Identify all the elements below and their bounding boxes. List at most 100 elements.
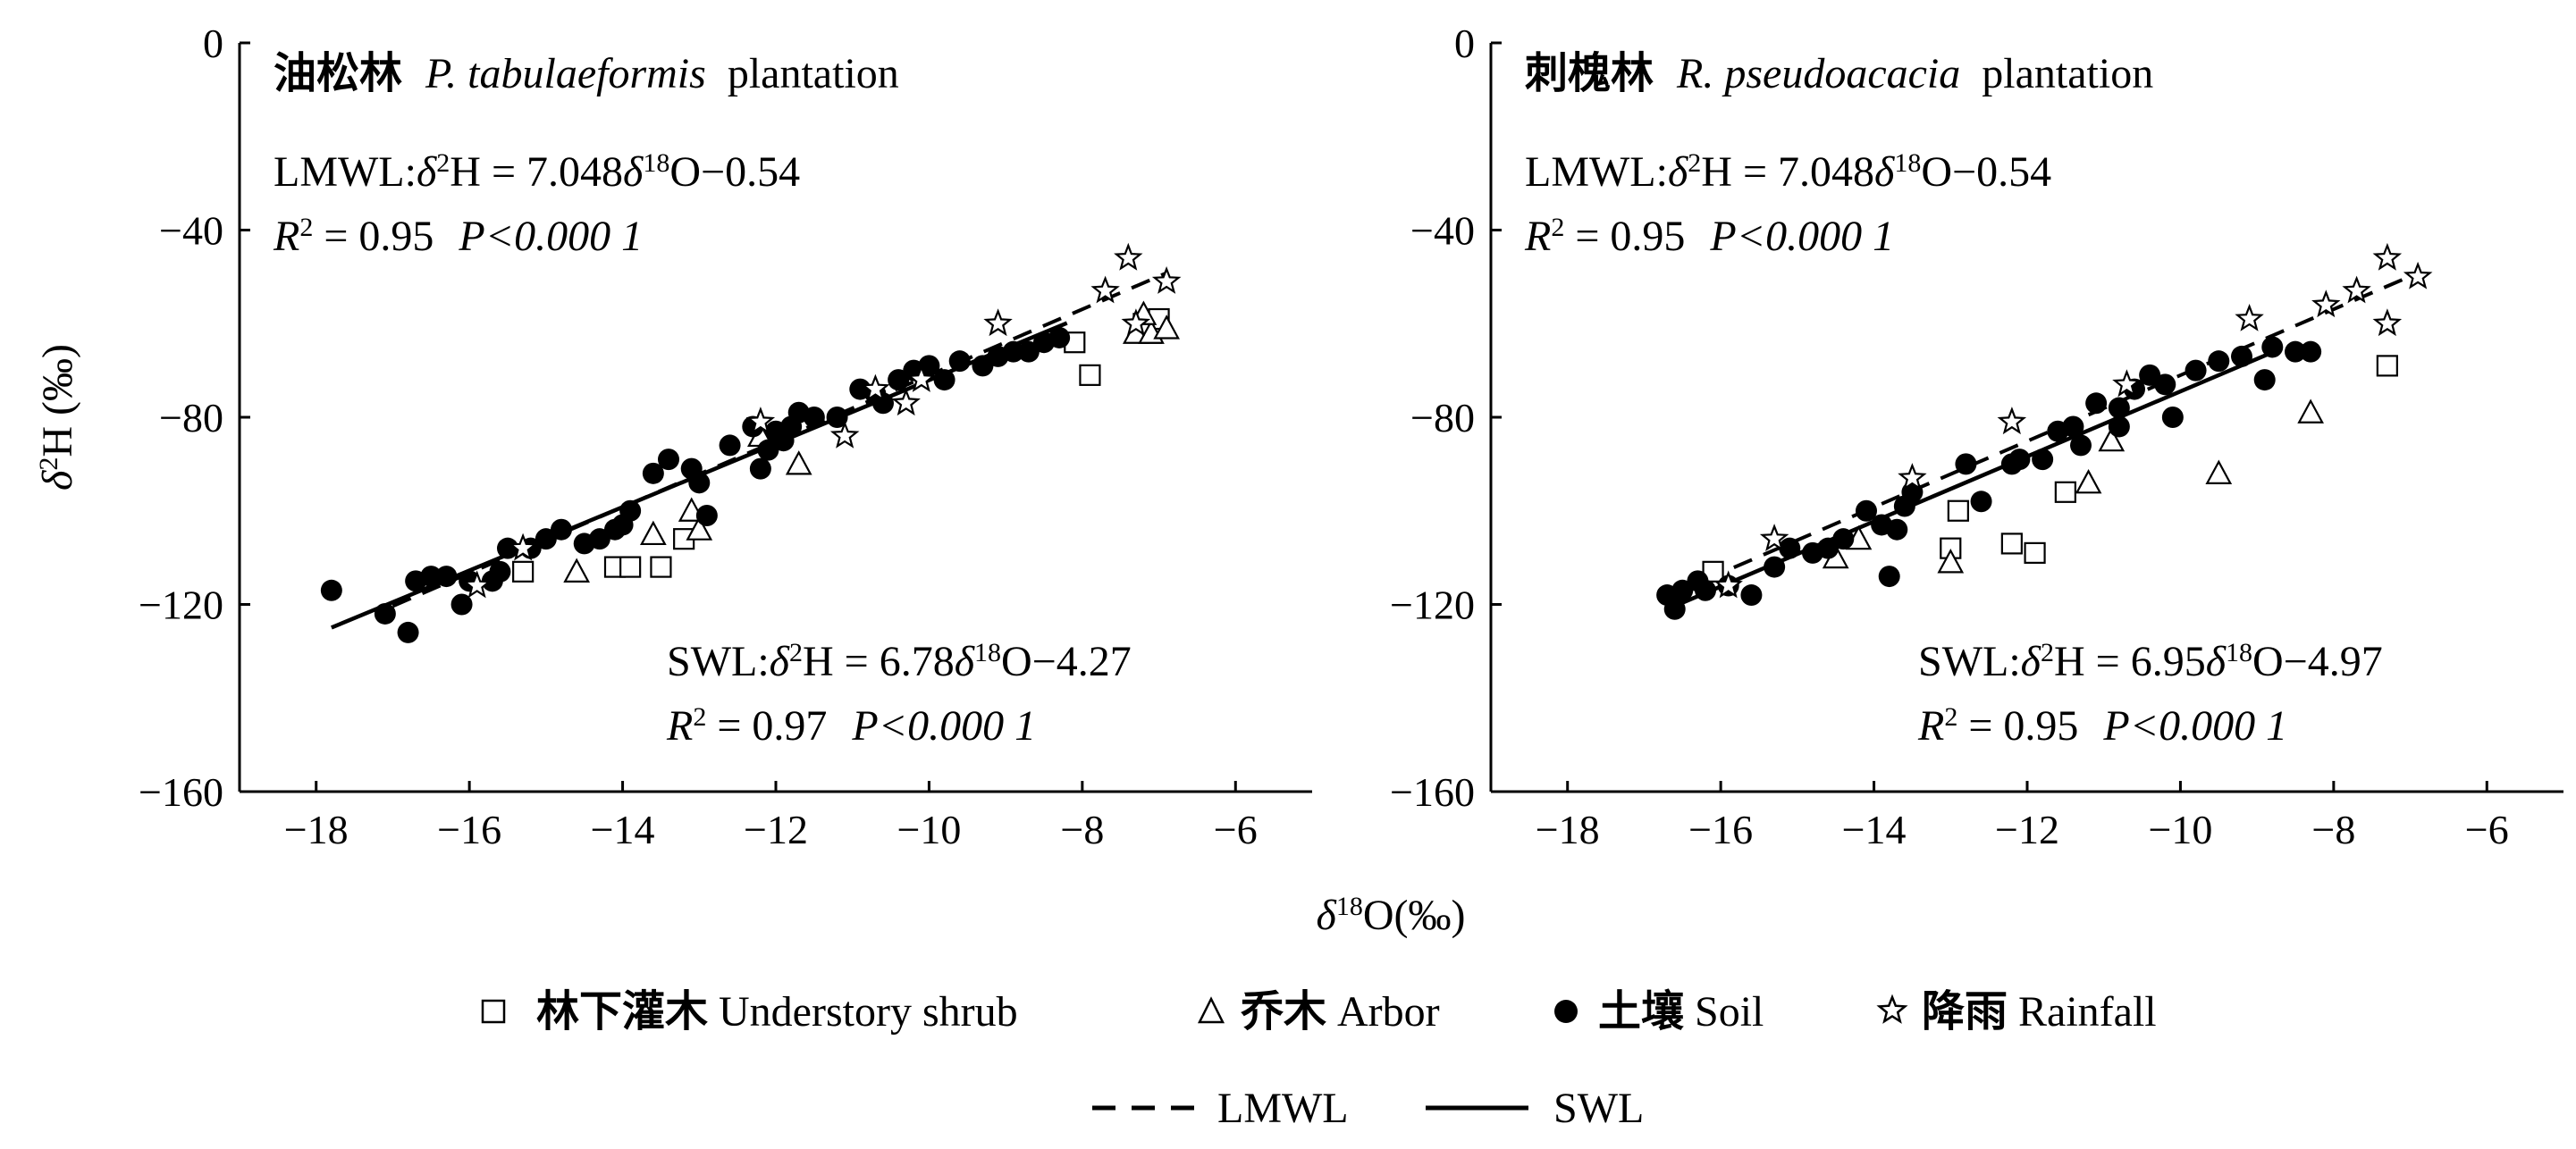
legend-item-swl: SWL bbox=[1426, 1085, 1644, 1132]
soil-point bbox=[320, 579, 342, 601]
soil-point bbox=[2062, 415, 2084, 438]
arbor-point bbox=[2297, 398, 2324, 424]
soil-point bbox=[1779, 537, 1801, 559]
x-tick-label: −18 bbox=[1536, 807, 1600, 852]
y-tick-label: −160 bbox=[139, 769, 223, 815]
y-tick-label: −120 bbox=[139, 583, 223, 628]
x-tick-label: −14 bbox=[591, 807, 655, 852]
soil-point bbox=[450, 593, 473, 616]
arbor-point bbox=[686, 516, 713, 541]
soil-point bbox=[1856, 499, 1877, 522]
rainfall-point bbox=[1759, 524, 1789, 551]
legend-shrub-en: Understory shrub bbox=[719, 988, 1018, 1036]
y-tick-label: −40 bbox=[159, 208, 223, 254]
y-tick-label: 0 bbox=[203, 21, 223, 66]
x-tick-label: −12 bbox=[1995, 807, 2059, 852]
shrub-point bbox=[2024, 541, 2046, 564]
x-tick-label: −14 bbox=[1842, 807, 1907, 852]
soil-point bbox=[1740, 584, 1763, 607]
soil-point bbox=[497, 537, 518, 559]
legend: 林下灌木 Understory shrub 乔木 Arbor 土壤 Soil 降雨 Ra… bbox=[481, 988, 2157, 1132]
legend-circle-marker bbox=[1554, 1000, 1578, 1023]
panel-title-rest: plantation bbox=[728, 50, 899, 97]
soil-point bbox=[551, 518, 572, 541]
legend-rainfall-en: Rainfall bbox=[2018, 988, 2157, 1036]
rainfall-point bbox=[1151, 266, 1182, 294]
x-tick-label: −16 bbox=[437, 807, 501, 852]
soil-point bbox=[2108, 415, 2130, 438]
rainfall-point bbox=[891, 388, 921, 416]
y-axis-label: δ2H (‰) bbox=[34, 344, 82, 491]
soil-point bbox=[535, 528, 557, 550]
rainfall-point bbox=[2112, 369, 2142, 398]
y-tick-label: −80 bbox=[159, 395, 223, 440]
x-tick-label: −8 bbox=[2311, 807, 2355, 852]
legend-item-lmwl: LMWL bbox=[1092, 1085, 1349, 1132]
x-axis-label: δ18O(‰) bbox=[1317, 892, 1466, 940]
soil-point bbox=[1878, 566, 1900, 588]
soil-point bbox=[2285, 340, 2306, 363]
soil-point bbox=[1817, 537, 1839, 559]
soil-point bbox=[872, 392, 894, 415]
arbor-point bbox=[1153, 315, 1180, 340]
soil-point bbox=[826, 407, 848, 428]
lmwl-equation: LMWL:δ2H = 7.048δ18O−0.54 bbox=[274, 148, 800, 197]
y-tick-label: −120 bbox=[1390, 583, 1475, 628]
soil-point bbox=[1663, 598, 1686, 620]
panel-title-rest: plantation bbox=[1982, 50, 2153, 97]
swl-stats: R2 = 0.95 P<0.000 1 bbox=[1917, 702, 2287, 751]
soil-point bbox=[1970, 491, 1992, 513]
soil-point bbox=[2070, 434, 2092, 457]
legend-item-shrub: 林下灌木 Understory shrub bbox=[481, 988, 1018, 1036]
rainfall-point bbox=[829, 420, 860, 449]
legend-soil-en: Soil bbox=[1695, 988, 1764, 1036]
rainfall-point bbox=[508, 533, 538, 561]
legend-soil-zh: 土壤 bbox=[1598, 988, 1684, 1036]
lmwl-stats: R2 = 0.95 P<0.000 1 bbox=[273, 213, 643, 261]
soil-point bbox=[1955, 453, 1977, 475]
legend-arbor-en: Arbor bbox=[1337, 988, 1440, 1036]
soil-point bbox=[2008, 449, 2031, 471]
soil-point bbox=[1671, 579, 1694, 601]
rainfall-point bbox=[1114, 242, 1143, 271]
rainfall-point bbox=[906, 365, 937, 392]
lmwl-stats: R2 = 0.95 P<0.000 1 bbox=[1524, 213, 1894, 261]
lmwl-line bbox=[1673, 271, 2419, 595]
y-tick-label: −80 bbox=[1410, 395, 1475, 440]
soil-point bbox=[1002, 340, 1024, 363]
legend-item-rainfall: 降雨 Rainfall bbox=[1876, 988, 2157, 1036]
legend-square-marker bbox=[481, 999, 506, 1024]
x-tick-label: −18 bbox=[284, 807, 349, 852]
shrub-point bbox=[1079, 364, 1101, 386]
panel-title: 刺槐林 R. pseudoacacia plantation bbox=[1525, 50, 2153, 97]
arbor-point bbox=[1937, 549, 1965, 574]
shrub-point bbox=[1702, 560, 1724, 583]
shrub-point bbox=[512, 560, 535, 583]
panel-title-species: P. tabulaeformis bbox=[425, 50, 706, 97]
soil-point bbox=[803, 407, 825, 428]
soil-point bbox=[1695, 579, 1716, 601]
soil-point bbox=[2261, 336, 2284, 358]
soil-point bbox=[1048, 326, 1071, 348]
soil-point bbox=[2139, 364, 2161, 386]
soil-point bbox=[2231, 345, 2252, 367]
rainfall-point bbox=[2372, 242, 2403, 271]
data-points bbox=[320, 242, 1182, 643]
soil-point bbox=[1886, 518, 1908, 541]
soil-point bbox=[2154, 373, 2176, 396]
shrub-point bbox=[1947, 499, 1969, 522]
panel-title-zh: 刺槐林 bbox=[1525, 50, 1654, 97]
shrub-point bbox=[619, 556, 642, 578]
lmwl-equation: LMWL:δ2H = 7.048δ18O−0.54 bbox=[1525, 148, 2051, 197]
legend-star-marker bbox=[1876, 994, 1908, 1024]
legend-item-soil: 土壤 Soil bbox=[1554, 988, 1764, 1036]
swl-equation: SWL:δ2H = 6.95δ18O−4.97 bbox=[1918, 638, 2383, 686]
legend-lmwl-label: LMWL bbox=[1217, 1085, 1349, 1132]
soil-point bbox=[489, 560, 511, 583]
soil-point bbox=[1764, 556, 1786, 578]
soil-point bbox=[972, 355, 994, 377]
chart-panel-pine: −18 −16 −14 −12 −10 −8 −6 0 −40 −80 −120 −160 油松林 P… bbox=[139, 21, 1312, 852]
rainfall-point bbox=[1121, 308, 1151, 337]
arbor-point bbox=[2098, 426, 2126, 452]
